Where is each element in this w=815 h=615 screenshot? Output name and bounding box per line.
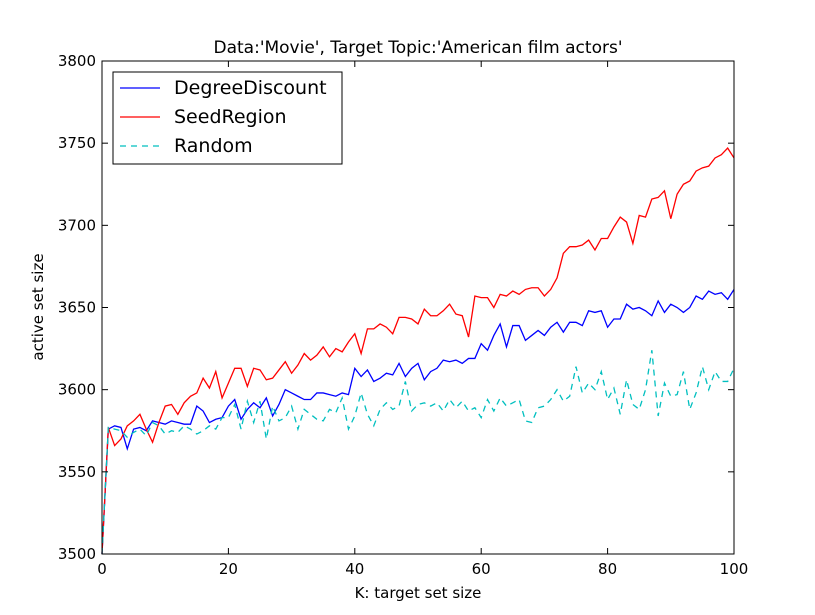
y-tick-label: 3550 (58, 463, 96, 481)
legend-label-random: Random (174, 135, 253, 157)
x-axis: 0 20 40 60 80 100 (97, 61, 748, 578)
y-tick-label: 3800 (58, 52, 96, 70)
y-axis-label: active set size (29, 253, 47, 360)
series-line-random (101, 350, 735, 555)
x-tick-label: 80 (598, 560, 617, 578)
x-axis-label: K: target set size (355, 584, 482, 602)
chart-title: Data:'Movie', Target Topic:'American fil… (214, 38, 623, 58)
x-tick-label: 0 (97, 560, 107, 578)
series-layer (101, 147, 735, 555)
y-axis: 3500 3550 3600 3650 3700 3750 3800 (58, 52, 734, 563)
y-tick-label: 3750 (58, 134, 96, 152)
legend-label-degreediscount: DegreeDiscount (174, 77, 327, 99)
y-tick-label: 3700 (58, 216, 96, 234)
y-tick-label: 3600 (58, 381, 96, 399)
x-tick-label: 100 (720, 560, 749, 578)
x-tick-label: 60 (472, 560, 491, 578)
x-tick-label: 40 (345, 560, 364, 578)
legend-box (112, 71, 343, 165)
series-line-degreediscount (101, 289, 735, 555)
series-line-seedregion (101, 147, 735, 555)
legend: DegreeDiscount SeedRegion Random (112, 71, 343, 165)
legend-label-seedregion: SeedRegion (174, 106, 287, 128)
x-tick-label: 20 (219, 560, 238, 578)
y-tick-label: 3500 (58, 545, 96, 563)
y-tick-label: 3650 (58, 299, 96, 317)
